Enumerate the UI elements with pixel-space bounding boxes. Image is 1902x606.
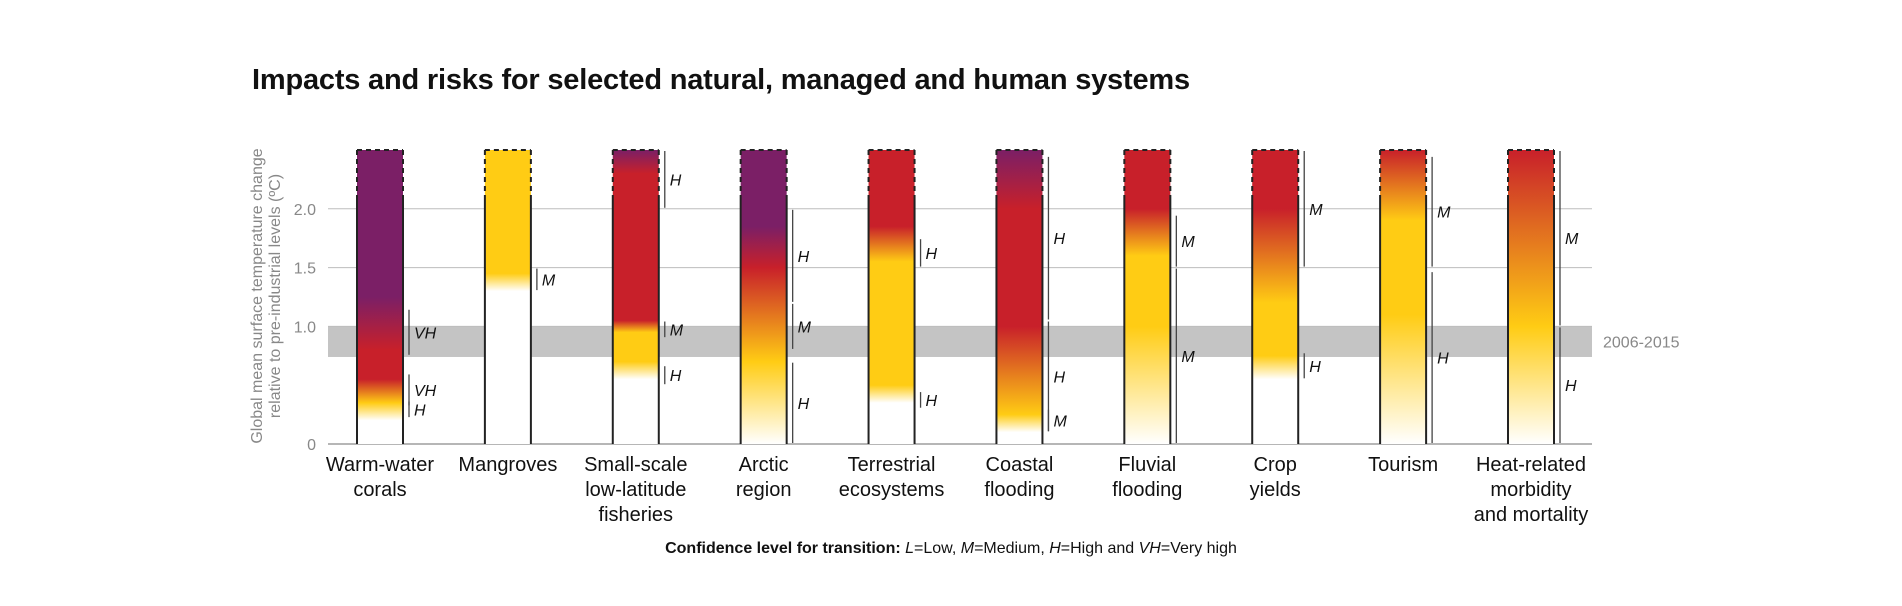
confidence-label: H (1053, 369, 1065, 386)
confidence-label: M (1565, 231, 1579, 248)
confidence-label: H (798, 396, 810, 413)
bar-9: MH (1507, 149, 1579, 444)
y-tick-label: 0 (307, 437, 316, 454)
legend-text: =Very high (1160, 540, 1237, 557)
legend-text: =Medium, (974, 540, 1050, 557)
x-category-label: Small-scale (584, 454, 687, 476)
x-category-label: ecosystems (839, 479, 945, 501)
risk-bar (1508, 150, 1554, 444)
confidence-label: H (1565, 378, 1577, 395)
risk-bar (1252, 150, 1299, 444)
confidence-label: VH (414, 325, 437, 342)
y-tick-labels: 0 1.0 1.5 2.0 (294, 202, 316, 454)
legend-text: =Low, (914, 540, 961, 557)
x-category-label: flooding (1112, 479, 1182, 501)
legend-abbr: L (905, 540, 915, 557)
y-axis-label: Global mean surface temperature changere… (249, 148, 284, 443)
x-category-label: yields (1250, 479, 1301, 501)
confidence-label: M (670, 322, 684, 339)
x-category-label: Mangroves (458, 454, 557, 476)
confidence-label: H (926, 246, 938, 263)
legend-abbr: M (960, 540, 975, 557)
x-category-label: and mortality (1474, 504, 1589, 526)
x-category-label: Tourism (1368, 454, 1438, 476)
confidence-label: H (798, 249, 810, 266)
confidence-label: H (1437, 351, 1449, 368)
confidence-label: VH (414, 383, 437, 400)
confidence-legend: Confidence level for transition: L=Low, … (0, 540, 1902, 558)
x-category-label: fisheries (599, 504, 673, 526)
chart-title: Impacts and risks for selected natural, … (252, 64, 1190, 96)
risk-bar (1124, 150, 1171, 444)
x-category-label: Crop (1254, 454, 1297, 476)
x-category-label: region (736, 479, 792, 501)
x-category-label: Coastal (986, 454, 1054, 476)
confidence-label: H (1053, 231, 1065, 248)
x-category-labels: Warm-water corals Mangroves Small-scale low-… (326, 454, 1588, 526)
confidence-legend-prefix: Confidence level for transition: (665, 540, 906, 557)
bar-2: H M H (611, 149, 684, 444)
confidence-label: H (414, 402, 426, 419)
x-category-label: Fluvial (1118, 454, 1176, 476)
x-category-label: Arctic (739, 454, 789, 476)
confidence-label: H (670, 368, 682, 385)
x-category-label: Warm-water (326, 454, 434, 476)
confidence-label: M (1181, 349, 1195, 366)
legend-text: =High and (1060, 540, 1139, 557)
x-category-label: corals (353, 479, 406, 501)
bar-3: H M H (739, 149, 812, 444)
confidence-label: M (1437, 205, 1451, 222)
confidence-label: H (1309, 359, 1321, 376)
confidence-label: M (1053, 413, 1067, 430)
risk-bar (740, 150, 787, 444)
confidence-label: M (1181, 234, 1195, 251)
risk-bar (868, 150, 915, 444)
x-category-label: Terrestrial (848, 454, 936, 476)
x-category-label: low-latitude (585, 479, 686, 501)
y-axis-label-line: relative to pre-industrial levels (ºC) (267, 174, 284, 418)
risk-bar (1380, 150, 1427, 444)
bar-7: MH (1251, 149, 1323, 444)
chart: 2006-2015 0 1.0 1.5 2.0 Global mean surface… (249, 148, 1680, 526)
confidence-label: M (542, 272, 556, 289)
bar-0: VH VH H (356, 149, 437, 444)
confidence-label: M (798, 319, 812, 336)
reference-band-label: 2006-2015 (1603, 335, 1680, 352)
risk-bar (612, 150, 659, 444)
bar-6: MM (1123, 149, 1195, 444)
bar-4: HH (867, 149, 938, 444)
risk-bar (484, 150, 531, 444)
y-axis-label-line: Global mean surface temperature change (249, 148, 266, 443)
legend-abbr: H (1049, 540, 1061, 557)
confidence-label: M (1309, 202, 1323, 219)
y-tick-label: 1.5 (294, 261, 316, 278)
legend-abbr: VH (1138, 540, 1161, 557)
risk-bar (996, 150, 1043, 444)
y-tick-label: 2.0 (294, 202, 316, 219)
x-category-label: flooding (984, 479, 1054, 501)
bar-1: M (483, 149, 556, 444)
bar-5: H H M (995, 149, 1067, 444)
bar-8: MH (1379, 149, 1451, 444)
x-category-label: Heat-related (1476, 454, 1586, 476)
confidence-label: H (670, 172, 682, 189)
x-category-label: morbidity (1490, 479, 1571, 501)
risk-bar (357, 150, 403, 444)
confidence-label: H (926, 393, 938, 410)
y-tick-label: 1.0 (294, 319, 316, 336)
